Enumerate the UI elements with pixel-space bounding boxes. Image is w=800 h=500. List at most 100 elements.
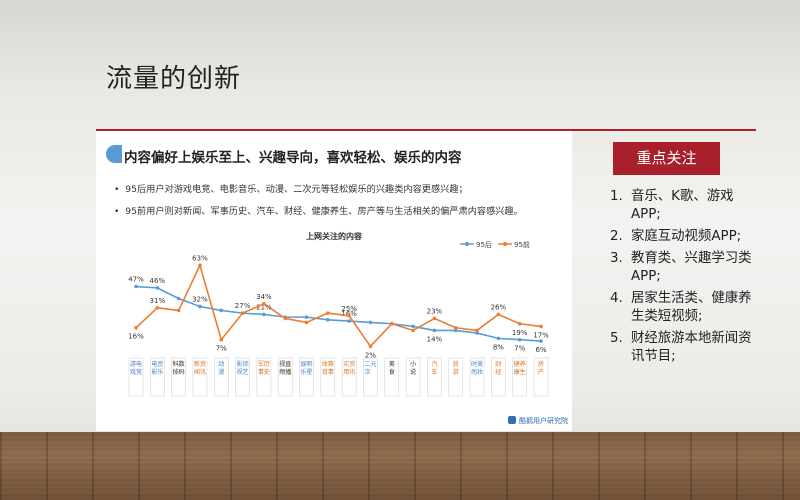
data-label: 25% xyxy=(341,305,357,313)
category-label: 电竞 xyxy=(136,360,142,376)
data-point xyxy=(368,344,373,349)
data-point xyxy=(432,328,437,333)
category-box xyxy=(299,357,314,397)
data-point xyxy=(304,315,309,319)
data-label: 8% xyxy=(493,343,504,351)
category-box xyxy=(405,357,421,397)
category-box xyxy=(427,357,442,397)
data-point xyxy=(240,311,245,315)
focus-list: 1. 音乐、K歌、游戏APP; 2. 家庭互动视频APP; 3. 教育类、兴趣学习类A… xyxy=(610,188,760,370)
category-label: 元 xyxy=(370,361,376,368)
category-box xyxy=(341,357,357,397)
chart-title: 上网关注的内容 xyxy=(306,231,362,241)
focus-item: 3. 教育类、兴趣学习类APP; xyxy=(610,250,760,286)
data-point xyxy=(198,304,202,309)
category-label: 视频 xyxy=(279,360,285,376)
data-point xyxy=(475,328,479,333)
category-label: 影视 xyxy=(236,360,242,376)
data-point xyxy=(198,263,202,268)
data-label: 7% xyxy=(514,345,525,353)
data-point xyxy=(453,325,458,330)
category-label: 数码 xyxy=(179,360,186,376)
focus-item: 1. 音乐、K歌、游戏APP; xyxy=(610,188,760,224)
category-box xyxy=(491,357,506,397)
data-label: 16% xyxy=(128,333,144,341)
data-label: 46% xyxy=(150,277,166,285)
wood-floor-decoration xyxy=(0,432,800,500)
data-label: 21% xyxy=(256,303,272,311)
category-label: 军事 xyxy=(258,361,264,376)
data-point xyxy=(475,331,479,335)
data-point xyxy=(304,320,309,325)
data-label: 19% xyxy=(512,329,528,337)
category-box xyxy=(277,357,293,397)
data-label: 23% xyxy=(427,307,443,315)
data-point xyxy=(176,308,181,313)
bullet-item: • 95前用户则对新闻、军事历史、汽车、财经、健康养生、房产等与生活相关的偏严肃… xyxy=(114,206,523,217)
data-point xyxy=(347,319,351,323)
data-point xyxy=(262,302,266,306)
series-line xyxy=(135,285,542,342)
data-point xyxy=(389,321,394,326)
data-label: 31% xyxy=(150,297,166,305)
logo-icon xyxy=(508,416,516,424)
category-box xyxy=(128,357,144,397)
data-point xyxy=(517,321,522,326)
data-point xyxy=(219,337,224,342)
focus-item-text: 音乐、K歌、游戏APP; xyxy=(631,189,734,222)
data-point xyxy=(326,311,330,315)
line-chart: 上网关注的内容95后95前47%46%32%21%16%14%8%7%6%16%… xyxy=(128,231,568,425)
data-label: 14% xyxy=(427,335,443,343)
bullet-list: • 95后用户对游戏电竞、电影音乐、动漫、二次元等轻松娱乐的兴趣类内容更感兴趣；… xyxy=(114,179,523,223)
data-point xyxy=(496,312,501,317)
focus-item-number: 2. xyxy=(610,229,623,244)
legend-label: 95后 xyxy=(476,240,492,249)
category-box xyxy=(448,357,463,397)
series-line xyxy=(135,263,542,348)
category-box xyxy=(150,357,165,397)
data-label: 32% xyxy=(192,295,208,303)
data-label: 2% xyxy=(365,351,376,359)
bullet-text: 95前用户则对新闻、军事历史、汽车、财经、健康养生、房产等与生活相关的偏严肃内容… xyxy=(125,206,523,217)
category-box xyxy=(171,357,186,397)
data-point xyxy=(176,296,181,301)
category-label: 资讯 xyxy=(349,360,355,376)
data-label: 27% xyxy=(235,302,251,310)
focus-item: 2. 家庭互动视频APP; xyxy=(610,228,760,246)
category-label: 直播 xyxy=(285,360,292,376)
category-label: 科技 xyxy=(173,360,179,376)
data-label: 34% xyxy=(256,293,272,301)
bullet-text: 95后用户对游戏电竞、电影音乐、动漫、二次元等轻松娱乐的兴趣类内容更感兴趣； xyxy=(125,184,468,195)
data-label: 63% xyxy=(192,254,208,262)
legend-marker xyxy=(465,242,469,246)
data-label: 26% xyxy=(491,303,507,311)
data-label: 47% xyxy=(128,276,144,284)
category-box xyxy=(214,357,229,397)
category-box xyxy=(192,357,208,397)
category-label: 资讯 xyxy=(200,360,206,376)
focus-item: 4. 居家生活类、健康养生类短视频; xyxy=(610,290,760,326)
category-label: 美食 xyxy=(389,360,396,376)
data-point xyxy=(496,336,501,341)
focus-item-text: 财经旅游本地新闻资讯节目; xyxy=(631,331,752,364)
category-label: 电影 xyxy=(151,360,157,376)
category-label: 娱乐 xyxy=(300,360,306,376)
focus-item-number: 3. xyxy=(610,251,623,266)
data-label: 7% xyxy=(216,345,227,353)
data-point xyxy=(326,317,330,322)
category-box xyxy=(533,357,549,397)
focus-item-text: 居家生活类、健康养生类短视频; xyxy=(631,291,752,324)
data-point xyxy=(347,313,351,318)
focus-badge: 重点关注 xyxy=(613,142,720,175)
category-label: 汽车 xyxy=(431,360,437,376)
focus-item-text: 家庭互动视频APP; xyxy=(631,229,742,244)
data-point xyxy=(517,337,522,342)
panel-heading: 内容偏好上娱乐至上、兴趣导向，喜欢轻松、娱乐的内容 xyxy=(124,150,462,166)
data-point xyxy=(262,312,266,317)
category-label: 新闻 xyxy=(194,360,200,376)
category-label: 旅游 xyxy=(453,360,459,376)
focus-item-number: 5. xyxy=(610,331,623,346)
category-label: 健康 xyxy=(514,360,520,376)
focus-item-text: 教育类、兴趣学习类APP; xyxy=(631,251,752,284)
category-label: 明星 xyxy=(306,361,312,376)
